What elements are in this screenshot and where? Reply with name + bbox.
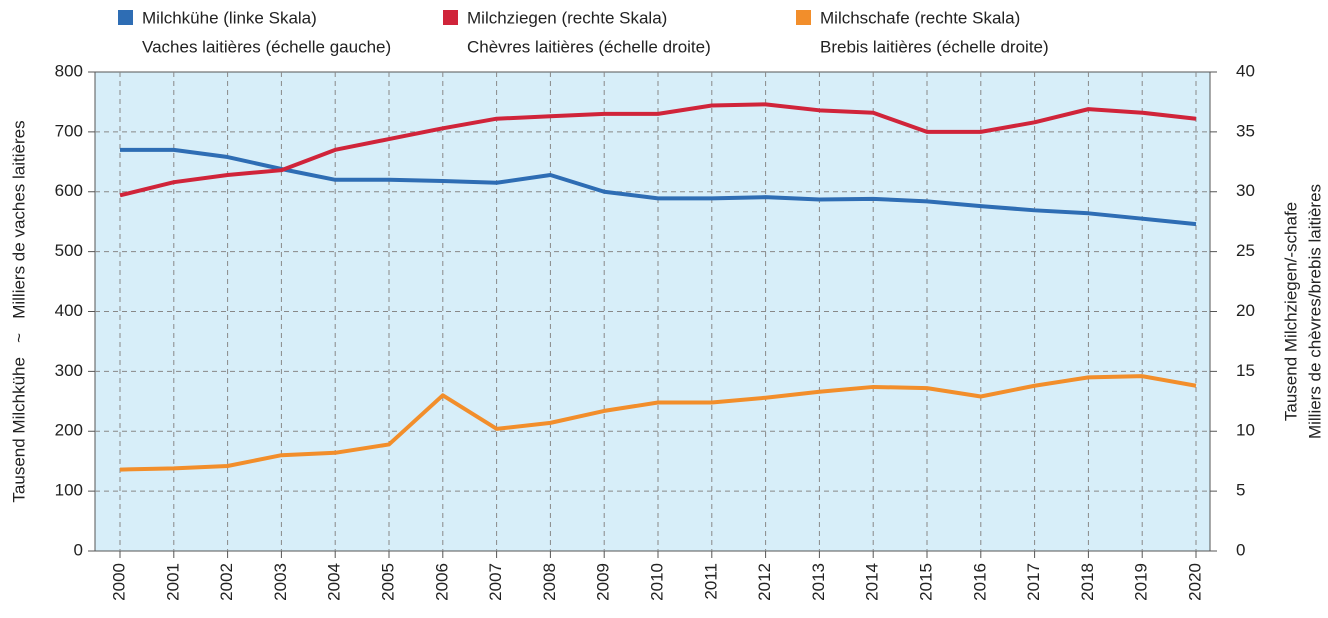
legend-label: Milchziegen (rechte Skala) [467,8,667,27]
x-tick-label: 2001 [163,563,182,601]
legend-swatch [118,10,133,25]
y-axis-label: Tausend Milchkühe ~ Milliers de vaches l… [9,120,28,502]
x-tick-label: 2010 [647,563,666,601]
legend-label: Milchschafe (rechte Skala) [820,8,1020,27]
x-tick-label: 2012 [755,563,774,601]
x-tick-label: 2000 [109,563,128,601]
series-line [119,102,1197,198]
y-tick-label: 500 [55,241,83,260]
legend-label-fr: Vaches laitières (échelle gauche) [142,37,391,56]
x-tick-label: 2011 [701,563,720,600]
y2-axis-label: Milliers de chèvres/brebis laitières [1305,184,1324,439]
y2-tick-label: 40 [1236,61,1255,80]
y-tick-label: 0 [74,540,83,559]
y2-tick-label: 5 [1236,481,1245,500]
x-tick-label: 2017 [1024,563,1043,601]
legend-swatch [443,10,458,25]
x-tick-label: 2009 [594,563,613,601]
y2-tick-label: 30 [1236,181,1255,200]
series-line [119,374,1197,472]
y2-tick-label: 35 [1236,121,1255,140]
x-tick-label: 2006 [432,563,451,601]
y-tick-label: 300 [55,361,83,380]
y2-tick-label: 20 [1236,301,1255,320]
x-tick-label: 2003 [271,563,290,601]
x-tick-label: 2004 [325,563,344,601]
x-tick-label: 2005 [378,563,397,601]
y-tick-label: 200 [55,421,83,440]
y2-axis-label: Tausend Milchziegen/-schafe [1281,202,1300,421]
series-line [120,147,1197,227]
x-tick-label: 2020 [1185,563,1204,601]
x-tick-label: 2002 [217,563,236,601]
x-tick-label: 2015 [916,563,935,601]
y-tick-label: 800 [55,61,83,80]
y2-tick-label: 0 [1236,540,1245,559]
y-tick-label: 700 [55,121,83,140]
legend-swatch [796,10,811,25]
x-tick-label: 2014 [863,563,882,601]
y2-tick-label: 15 [1236,361,1255,380]
legend-label-fr: Chèvres laitières (échelle droite) [467,37,711,56]
x-tick-label: 2007 [486,563,505,601]
x-tick-label: 2018 [1078,563,1097,601]
y-tick-label: 600 [55,181,83,200]
y2-tick-label: 25 [1236,241,1255,260]
legend-label-fr: Brebis laitières (échelle droite) [820,37,1049,56]
x-tick-label: 2008 [540,563,559,601]
x-tick-label: 2019 [1132,563,1151,601]
y-tick-label: 100 [55,481,83,500]
y-tick-label: 400 [55,301,83,320]
legend-label: Milchkühe (linke Skala) [142,8,317,27]
x-tick-label: 2016 [970,563,989,601]
x-tick-label: 2013 [809,563,828,601]
y2-tick-label: 10 [1236,421,1255,440]
